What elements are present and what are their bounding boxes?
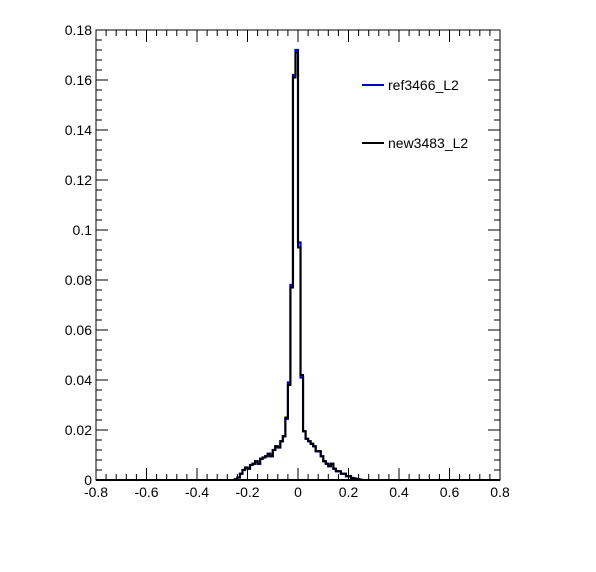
legend-label: new3483_L2 (388, 135, 468, 151)
legend: ref3466_L2 new3483_L2 (362, 77, 468, 151)
y-tick-label: 0.18 (65, 22, 92, 38)
series-new3483_L2 (233, 51, 363, 481)
y-tick-label: 0.04 (65, 372, 92, 388)
y-tick-label: 0.08 (65, 272, 92, 288)
y-tick-label: 0 (84, 472, 92, 488)
x-tick-label: -0.4 (185, 484, 209, 500)
x-tick-label: 0.4 (389, 484, 409, 500)
y-tick-label: 0.06 (65, 322, 92, 338)
y-tick-label: 0.02 (65, 422, 92, 438)
x-tick-label: -0.8 (84, 484, 108, 500)
x-tick-label: -0.2 (235, 484, 259, 500)
x-tick-label: 0.2 (339, 484, 359, 500)
x-tick-label: 0.8 (490, 484, 510, 500)
y-tick-label: 0.1 (73, 222, 93, 238)
y-tick-label: 0.16 (65, 72, 92, 88)
legend-label: ref3466_L2 (388, 77, 459, 93)
plot-frame (95, 29, 501, 481)
x-tick-label: 0.6 (440, 484, 460, 500)
tick-labels: -0.8 -0.6 -0.4 -0.2 0 0.2 0.4 0.6 0.8 0 0.02 0.04 0.… (65, 22, 510, 500)
x-tick-label: -0.6 (134, 484, 158, 500)
y-tick-label: 0.14 (65, 122, 92, 138)
y-tick-label: 0.12 (65, 172, 92, 188)
x-tick-label: 0 (294, 484, 302, 500)
